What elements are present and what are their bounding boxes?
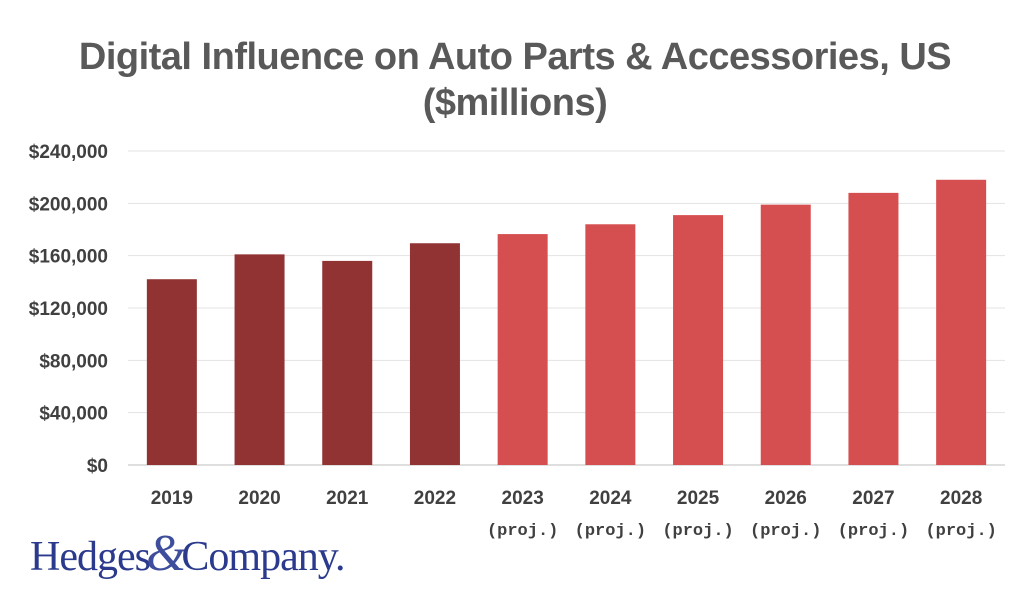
bar [409,243,460,465]
x-tick-label: 2023 [502,488,544,509]
y-tick-label: $160,000 [29,247,108,268]
y-tick-label: $200,000 [29,194,108,215]
bar [322,260,373,465]
x-tick-label: 2020 [238,488,280,509]
x-tick-sublabel: (proj.) [662,522,733,541]
bar [848,192,899,465]
chart-title-line1: Digital Influence on Auto Parts & Access… [78,36,952,78]
bar [585,224,636,465]
x-tick-sublabel: (proj.) [838,522,909,541]
bar [146,279,197,465]
hedges-company-logo: Hedges&Company. [30,524,346,583]
x-tick-label: 2026 [765,488,807,509]
x-tick-sublabel: (proj.) [487,522,558,541]
x-tick-label: 2027 [852,488,894,509]
chart-title: Digital Influence on Auto Parts & Access… [0,34,1030,126]
logo-text-company: Company. [181,534,345,580]
bar [673,215,724,465]
x-tick-label: 2022 [414,488,456,509]
x-tick-sublabel: (proj.) [575,522,646,541]
y-tick-label: $120,000 [29,299,108,320]
y-tick-label: $80,000 [39,351,108,372]
x-tick-label: 2019 [151,488,193,509]
chart-title-line2: ($millions) [422,82,608,124]
y-tick-label: $40,000 [39,404,108,425]
bar [936,179,987,466]
x-tick-sublabel: (proj.) [925,522,996,541]
x-tick-label: 2025 [677,488,720,509]
logo-text-hedges: Hedges [30,534,151,580]
bar [497,234,548,465]
bar [760,204,811,465]
x-tick-sublabel: (proj.) [750,522,821,541]
bar [234,254,285,465]
x-tick-label: 2021 [326,488,369,509]
logo-ampersand: & [145,525,186,582]
y-tick-label: $0 [87,456,108,477]
x-tick-label: 2024 [589,488,632,509]
x-tick-label: 2028 [940,488,982,509]
y-tick-label: $240,000 [29,142,108,163]
